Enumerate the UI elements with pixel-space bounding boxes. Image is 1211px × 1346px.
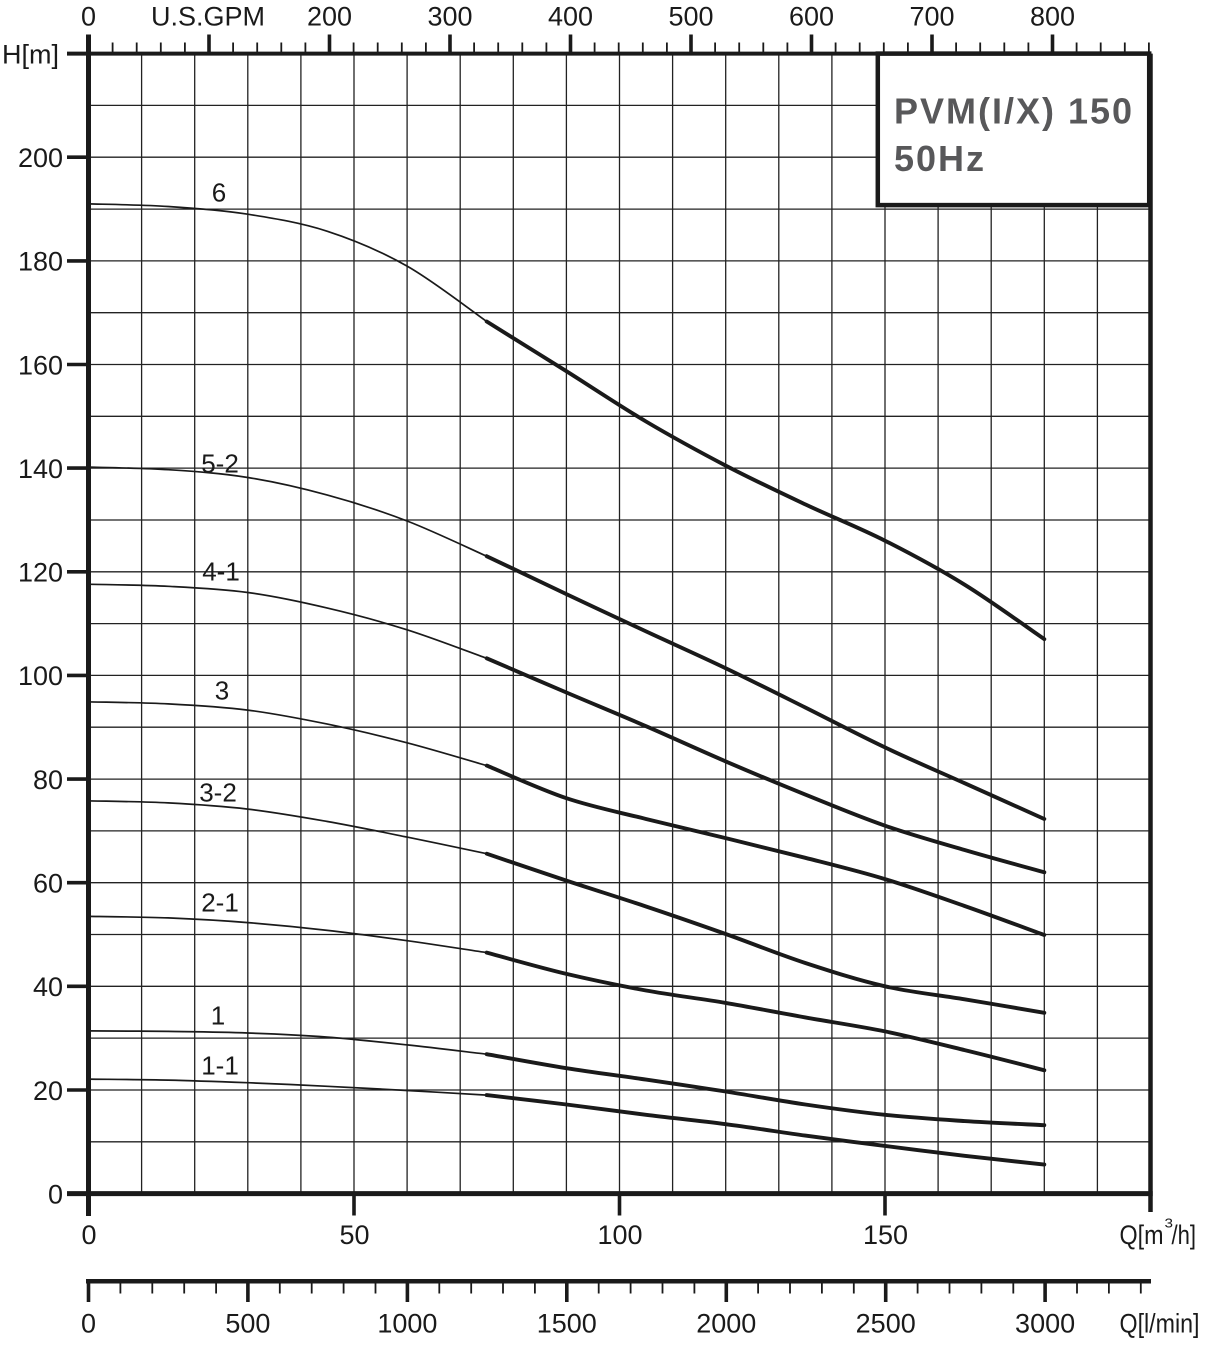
svg-text:180: 180 [18,247,63,277]
svg-text:160: 160 [18,350,63,380]
svg-text:1000: 1000 [377,1309,437,1339]
svg-text:3: 3 [215,676,229,706]
svg-text:0: 0 [81,2,96,32]
svg-text:500: 500 [668,2,713,32]
svg-text:5-2: 5-2 [201,449,239,479]
svg-text:150: 150 [863,1220,908,1250]
svg-text:4-1: 4-1 [202,557,240,587]
svg-text:20: 20 [33,1076,63,1106]
svg-text:3000: 3000 [1015,1309,1075,1339]
svg-text:50Hz: 50Hz [894,138,986,179]
svg-text:1-1: 1-1 [201,1051,239,1081]
svg-text:500: 500 [225,1309,270,1339]
svg-text:50: 50 [339,1220,369,1250]
svg-text:80: 80 [33,765,63,795]
svg-text:140: 140 [18,454,63,484]
svg-text:700: 700 [909,2,954,32]
svg-text:/h]: /h] [1172,1220,1197,1250]
svg-text:200: 200 [18,143,63,173]
svg-text:Q[m: Q[m [1120,1220,1164,1250]
svg-text:0: 0 [48,1179,63,1209]
svg-text:100: 100 [18,661,63,691]
svg-text:Q[l/min]: Q[l/min] [1120,1309,1200,1339]
svg-text:3-2: 3-2 [199,778,237,808]
svg-text:PVM(I/X) 150: PVM(I/X) 150 [894,91,1134,132]
svg-text:1: 1 [211,1001,225,1031]
svg-text:200: 200 [307,2,352,32]
svg-text:0: 0 [81,1309,96,1339]
svg-text:100: 100 [597,1220,642,1250]
svg-text:600: 600 [789,2,834,32]
svg-text:60: 60 [33,869,63,899]
svg-text:40: 40 [33,972,63,1002]
svg-text:3: 3 [1165,1216,1174,1231]
svg-text:400: 400 [548,2,593,32]
svg-text:H[m]: H[m] [2,40,59,70]
svg-text:2000: 2000 [696,1309,756,1339]
svg-text:6: 6 [212,178,226,208]
svg-text:U.S.GPM: U.S.GPM [151,2,265,32]
svg-text:2-1: 2-1 [201,888,239,918]
svg-text:1500: 1500 [537,1309,597,1339]
svg-text:2500: 2500 [856,1309,916,1339]
svg-text:120: 120 [18,558,63,588]
svg-text:800: 800 [1030,2,1075,32]
svg-text:0: 0 [81,1220,96,1250]
svg-text:300: 300 [427,2,472,32]
